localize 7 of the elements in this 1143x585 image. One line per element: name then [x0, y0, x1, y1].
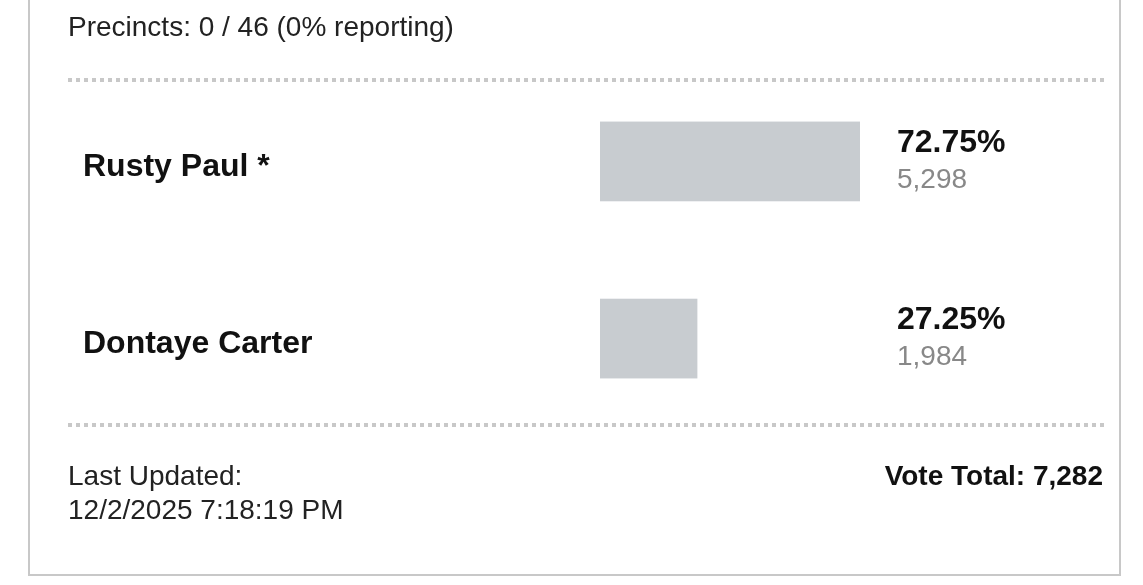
y-tick-label: Dontaye Carter — [83, 324, 313, 361]
data-label: 27.25% 1,984 — [897, 299, 1006, 371]
data-label: 72.75% 5,298 — [897, 122, 1006, 194]
text: Vote Total: 7,282 — [884, 460, 1103, 491]
text: Precincts: 0 / 46 (0% reporting) — [68, 11, 454, 42]
y-tick-label: Rusty Paul * — [83, 146, 271, 183]
text: Last Updated: 12/2/2025 7:18:19 PM — [68, 460, 344, 525]
